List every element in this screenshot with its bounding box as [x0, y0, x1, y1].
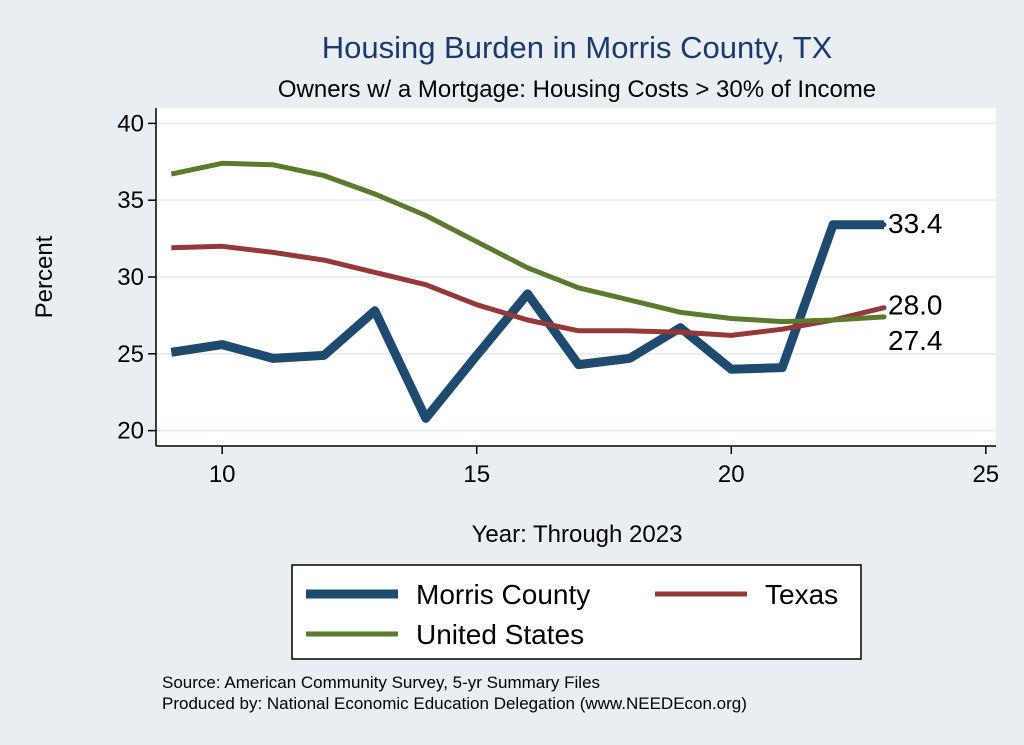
- series-line-united-states: [170, 160, 885, 325]
- x-tick-label: 25: [972, 461, 999, 488]
- y-tick-label: 40: [117, 110, 144, 137]
- series-end-point: [881, 305, 887, 311]
- producer-note: Produced by: National Economic Education…: [162, 694, 747, 713]
- legend-label: Texas: [765, 579, 838, 610]
- series-lines: [170, 160, 887, 423]
- y-tick-label: 35: [117, 187, 144, 214]
- y-tick-label: 25: [117, 341, 144, 368]
- legend-entries: Morris County Texas United States: [306, 579, 838, 650]
- x-axis-title: Year: Through 2023: [472, 521, 683, 548]
- end-label-texas: 28.0: [888, 290, 943, 321]
- legend-box: [291, 564, 862, 660]
- source-note: Source: American Community Survey, 5-yr …: [162, 673, 600, 692]
- end-label-united-states: 27.4: [888, 325, 943, 356]
- series-end-point: [881, 222, 887, 228]
- series-line-morris-county: [170, 220, 884, 423]
- x-tick-labels: 10 15 20 25: [209, 461, 999, 488]
- end-label-morris-county: 33.4: [888, 208, 943, 239]
- y-tick-label: 20: [117, 418, 144, 445]
- x-tick-label: 15: [463, 461, 490, 488]
- chart-subtitle: Owners w/ a Mortgage: Housing Costs > 30…: [278, 76, 876, 103]
- y-axis-title: Percent: [31, 235, 58, 318]
- x-tick-label: 10: [209, 461, 236, 488]
- axes: [148, 108, 996, 454]
- chart-title: Housing Burden in Morris County, TX: [322, 30, 833, 65]
- y-tick-labels: 20 25 30 35 40: [117, 110, 144, 444]
- series-end-point: [881, 314, 887, 320]
- legend-label: Morris County: [416, 579, 590, 610]
- legend: Morris County Texas United States: [291, 564, 862, 660]
- legend-label: United States: [416, 619, 584, 650]
- y-tick-label: 30: [117, 264, 144, 291]
- series-line-texas: [171, 243, 885, 338]
- x-tick-label: 20: [718, 461, 745, 488]
- end-labels: 33.4 28.0 27.4: [888, 208, 943, 356]
